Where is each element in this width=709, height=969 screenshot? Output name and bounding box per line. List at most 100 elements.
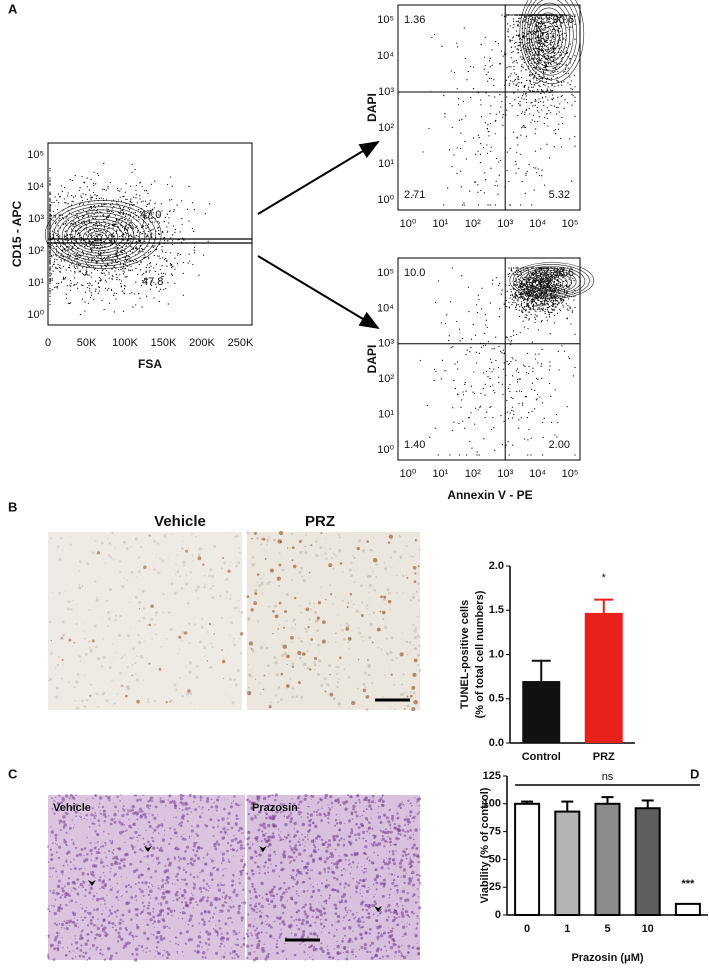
event-dot bbox=[81, 176, 82, 177]
stain-dot bbox=[211, 596, 214, 599]
event-dot bbox=[556, 284, 557, 285]
event-dot bbox=[480, 190, 481, 191]
event-dot bbox=[509, 103, 510, 104]
event-dot bbox=[470, 97, 471, 98]
event-dot bbox=[149, 271, 150, 272]
event-dot bbox=[548, 304, 549, 305]
event-dot bbox=[506, 300, 507, 301]
stain-dot bbox=[223, 562, 226, 565]
stain-dot bbox=[412, 593, 414, 595]
stain-dot bbox=[305, 631, 307, 633]
event-dot bbox=[70, 302, 71, 303]
stain-dot bbox=[258, 584, 261, 587]
event-dot bbox=[522, 403, 523, 404]
event-dot bbox=[533, 115, 534, 116]
event-dot bbox=[487, 128, 488, 129]
stain-dot bbox=[419, 669, 422, 672]
event-dot bbox=[493, 427, 494, 428]
event-dot bbox=[171, 265, 172, 266]
event-dot bbox=[476, 304, 477, 305]
plot-frame bbox=[48, 143, 252, 325]
stain-dot bbox=[85, 653, 88, 656]
event-dot bbox=[554, 62, 555, 63]
event-dot bbox=[148, 223, 149, 224]
event-dot bbox=[92, 217, 93, 218]
event-dot bbox=[536, 80, 537, 81]
event-dot bbox=[547, 59, 548, 60]
event-dot bbox=[69, 285, 70, 286]
event-dot bbox=[159, 291, 160, 292]
event-dot bbox=[517, 368, 518, 369]
stain-dot bbox=[175, 573, 177, 575]
stain-dot bbox=[68, 639, 71, 642]
event-dot bbox=[532, 298, 533, 299]
event-dot bbox=[60, 196, 61, 197]
event-dot bbox=[512, 40, 513, 41]
event-dot bbox=[536, 399, 537, 400]
event-dot bbox=[80, 235, 81, 236]
event-dot bbox=[560, 284, 561, 285]
event-dot bbox=[571, 94, 572, 95]
stain-dot bbox=[237, 669, 240, 672]
event-dot bbox=[62, 249, 63, 250]
event-dot bbox=[95, 281, 96, 282]
event-dot bbox=[125, 216, 126, 217]
event-dot bbox=[75, 223, 76, 224]
event-dot bbox=[535, 314, 536, 315]
event-dot bbox=[132, 270, 133, 271]
event-dot bbox=[543, 74, 544, 75]
event-dot bbox=[65, 202, 66, 203]
event-dot bbox=[55, 221, 56, 222]
event-dot bbox=[176, 205, 177, 206]
event-dot bbox=[519, 104, 520, 105]
x-tick-label: 10³ bbox=[497, 218, 513, 230]
event-dot bbox=[550, 14, 551, 15]
event-dot bbox=[122, 226, 123, 227]
stain-dot bbox=[319, 665, 320, 666]
event-dot bbox=[541, 378, 542, 379]
event-dot bbox=[539, 175, 540, 176]
event-dot bbox=[544, 25, 545, 26]
event-dot bbox=[49, 168, 50, 169]
event-dot bbox=[142, 224, 143, 225]
event-dot bbox=[464, 384, 465, 385]
event-dot bbox=[574, 454, 575, 455]
event-dot bbox=[49, 214, 50, 215]
event-dot bbox=[485, 179, 486, 180]
event-dot bbox=[483, 438, 484, 439]
event-dot bbox=[528, 38, 529, 39]
event-dot bbox=[94, 269, 95, 270]
event-dot bbox=[203, 255, 204, 256]
event-dot bbox=[162, 231, 163, 232]
event-dot bbox=[556, 436, 557, 437]
event-dot bbox=[527, 439, 528, 440]
stain-dot bbox=[301, 576, 303, 578]
event-dot bbox=[524, 299, 525, 300]
stain-dot bbox=[351, 601, 352, 602]
event-dot bbox=[519, 18, 520, 19]
event-dot bbox=[465, 382, 466, 383]
event-dot bbox=[95, 289, 96, 290]
stain-dot bbox=[373, 589, 376, 592]
event-dot bbox=[540, 30, 541, 31]
event-dot bbox=[516, 305, 517, 306]
event-dot bbox=[130, 186, 131, 187]
event-dot bbox=[518, 25, 519, 26]
event-dot bbox=[93, 266, 94, 267]
stain-dot bbox=[130, 546, 131, 547]
stain-dot bbox=[240, 653, 242, 655]
stain-dot bbox=[293, 618, 296, 621]
event-dot bbox=[470, 412, 471, 413]
event-dot bbox=[491, 371, 492, 372]
event-dot bbox=[521, 309, 522, 310]
x-tick-label: 10¹ bbox=[432, 468, 448, 480]
event-dot bbox=[510, 412, 511, 413]
event-dot bbox=[540, 303, 541, 304]
stain-dot bbox=[78, 586, 81, 589]
event-dot bbox=[541, 301, 542, 302]
event-dot bbox=[55, 217, 56, 218]
event-dot bbox=[79, 190, 80, 191]
stain-dot bbox=[325, 557, 327, 559]
event-dot bbox=[64, 234, 65, 235]
event-dot bbox=[481, 347, 482, 348]
